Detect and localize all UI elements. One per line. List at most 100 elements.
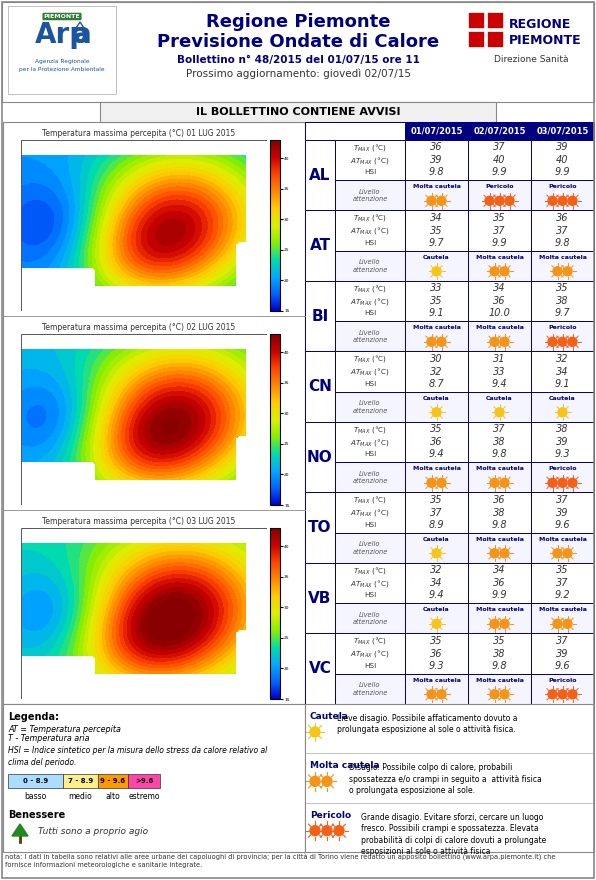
Text: $T_{MAX}$ (°C): $T_{MAX}$ (°C) <box>353 495 387 505</box>
Text: Molta cautela: Molta cautela <box>412 184 461 189</box>
Bar <box>468 140 531 180</box>
Circle shape <box>505 196 514 205</box>
Text: 7 - 8.9: 7 - 8.9 <box>68 778 93 784</box>
Text: Pericolo: Pericolo <box>548 326 577 330</box>
Text: 34: 34 <box>493 283 506 293</box>
Bar <box>468 493 531 532</box>
Text: Livello
attenzione: Livello attenzione <box>352 541 387 554</box>
Text: Molta cautela: Molta cautela <box>412 326 461 330</box>
Circle shape <box>558 690 567 699</box>
Circle shape <box>568 196 577 205</box>
Text: 37: 37 <box>493 143 506 152</box>
Text: 38: 38 <box>493 508 506 517</box>
Text: a: a <box>73 21 91 49</box>
Text: 37: 37 <box>493 225 506 236</box>
Bar <box>128 774 160 788</box>
Text: 30: 30 <box>430 354 443 363</box>
Circle shape <box>437 196 446 205</box>
Text: 37: 37 <box>556 495 569 505</box>
Text: 36: 36 <box>493 495 506 505</box>
Text: AL: AL <box>309 168 331 183</box>
Circle shape <box>437 337 446 347</box>
Circle shape <box>437 690 446 699</box>
Circle shape <box>432 620 441 628</box>
Text: 9.7: 9.7 <box>429 238 444 247</box>
Text: Prossimo aggiornamento: giovedì 02/07/15: Prossimo aggiornamento: giovedì 02/07/15 <box>185 69 411 79</box>
Circle shape <box>310 825 320 836</box>
Text: estremo: estremo <box>128 792 160 801</box>
Bar <box>531 140 594 180</box>
Text: 9.8: 9.8 <box>492 520 507 530</box>
Text: $AT_{MAX}$ (°C): $AT_{MAX}$ (°C) <box>350 648 390 659</box>
Circle shape <box>437 479 446 488</box>
Text: 36: 36 <box>493 578 506 588</box>
Bar <box>335 351 405 392</box>
Text: $AT_{MAX}$ (°C): $AT_{MAX}$ (°C) <box>350 366 390 378</box>
Circle shape <box>427 479 436 488</box>
Circle shape <box>568 337 577 347</box>
Bar <box>335 281 405 321</box>
Text: HSI = Indice sintetico per la misura dello stress da calore relativo al
clima de: HSI = Indice sintetico per la misura del… <box>8 746 267 766</box>
Text: $T_{MAX}$ (°C): $T_{MAX}$ (°C) <box>353 565 387 576</box>
Text: 36: 36 <box>556 213 569 223</box>
Circle shape <box>485 196 494 205</box>
Text: medio: medio <box>69 792 92 801</box>
Text: AT = Temperatura percepita: AT = Temperatura percepita <box>8 725 121 734</box>
Bar <box>531 422 594 462</box>
Bar <box>63 774 98 788</box>
Bar <box>405 251 468 281</box>
Circle shape <box>568 479 577 488</box>
Bar <box>335 251 405 281</box>
Bar <box>468 281 531 321</box>
Circle shape <box>500 690 509 699</box>
Text: Livello
attenzione: Livello attenzione <box>352 330 387 343</box>
Bar <box>468 351 531 392</box>
Text: 9.9: 9.9 <box>492 167 507 177</box>
Circle shape <box>490 690 499 699</box>
Text: 36: 36 <box>430 649 443 658</box>
Bar <box>531 674 594 704</box>
Bar <box>531 180 594 210</box>
Text: 9.4: 9.4 <box>492 378 507 389</box>
Bar <box>100 102 496 122</box>
Bar <box>487 12 503 28</box>
Bar <box>487 31 503 47</box>
Text: $AT_{MAX}$ (°C): $AT_{MAX}$ (°C) <box>350 225 390 236</box>
Text: per la Protezione Ambientale: per la Protezione Ambientale <box>19 68 105 72</box>
Circle shape <box>490 479 499 488</box>
Text: Legenda:: Legenda: <box>8 712 59 722</box>
Circle shape <box>427 690 436 699</box>
Circle shape <box>568 690 577 699</box>
Text: 35: 35 <box>430 424 443 434</box>
Text: 35: 35 <box>493 635 506 646</box>
Text: $AT_{MAX}$ (°C): $AT_{MAX}$ (°C) <box>350 507 390 518</box>
Text: 9 - 9.6: 9 - 9.6 <box>101 778 126 784</box>
Text: 32: 32 <box>556 354 569 363</box>
Circle shape <box>334 825 344 836</box>
Text: 39: 39 <box>556 649 569 658</box>
Text: Molta cautela: Molta cautela <box>310 761 380 770</box>
Text: Cautela: Cautela <box>423 396 450 401</box>
Bar <box>335 563 405 603</box>
Text: 37: 37 <box>493 424 506 434</box>
Bar <box>531 493 594 532</box>
Text: $T_{MAX}$ (°C): $T_{MAX}$ (°C) <box>353 635 387 646</box>
Text: Direzione Sanità: Direzione Sanità <box>493 55 568 64</box>
Bar <box>335 321 405 351</box>
Text: 39: 39 <box>556 508 569 517</box>
Text: 37: 37 <box>556 225 569 236</box>
Polygon shape <box>12 824 28 836</box>
Text: 9.9: 9.9 <box>492 590 507 600</box>
Circle shape <box>558 407 567 417</box>
Text: Temperatura massima percepita (°C) 01 LUG 2015: Temperatura massima percepita (°C) 01 LU… <box>42 128 235 137</box>
Text: 35: 35 <box>556 565 569 576</box>
Text: 38: 38 <box>493 437 506 447</box>
Text: 31: 31 <box>493 354 506 363</box>
Text: Pericolo: Pericolo <box>548 678 577 683</box>
Text: Pericolo: Pericolo <box>310 810 351 819</box>
Bar <box>335 392 405 422</box>
Text: 9.8: 9.8 <box>555 238 570 247</box>
Text: Molta cautela: Molta cautela <box>412 678 461 683</box>
Bar <box>405 603 468 634</box>
Text: alto: alto <box>105 792 120 801</box>
